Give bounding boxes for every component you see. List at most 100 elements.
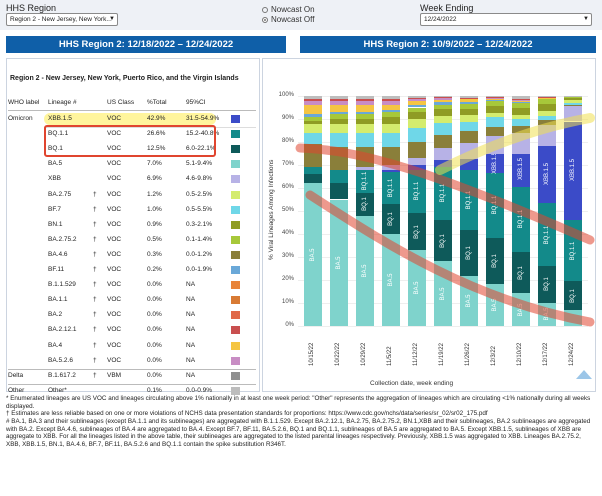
- bar-segment-bf-11: [434, 102, 452, 105]
- bar-segment-bf-11: [382, 109, 400, 113]
- bar-segment-ba-2-75-2: [330, 114, 348, 119]
- unreliable-mark: †: [93, 311, 97, 319]
- percent-total: 0.1%: [147, 386, 162, 394]
- us-class: VOC: [107, 266, 122, 273]
- bar-segment-ba-4: [512, 100, 530, 102]
- triangle-marker-icon: [576, 370, 592, 379]
- confidence-interval: 6.0-22.1%: [186, 145, 216, 153]
- footnote-2: † Estimates are less reliable based on o…: [6, 410, 488, 417]
- bar-segment-ba-5-2-6: [382, 100, 400, 106]
- region-select[interactable]: Region 2 - New Jersey, New York... ▼: [6, 13, 118, 26]
- bar-segment-bq-1-1: BQ.1.1: [408, 169, 426, 214]
- week-select[interactable]: 12/24/2022 ▼: [420, 13, 592, 26]
- bar-segment-bn-1: [538, 104, 556, 111]
- bar-segment-bq-1-1: [304, 167, 322, 175]
- bar-segment-ba-2-12-1: [434, 96, 452, 98]
- bar-segment-bq-1-1: BQ.1.1: [382, 171, 400, 205]
- bar-segment-other: [434, 96, 452, 97]
- color-swatch: [231, 160, 240, 169]
- bar-segment-ba-5-2-6: [408, 98, 426, 101]
- y-tick-label: 30%: [281, 253, 294, 259]
- chevron-down-icon: ▼: [109, 16, 115, 22]
- bar-segment-bf-11: [460, 101, 478, 104]
- bar-segment-bn-1: [356, 119, 374, 124]
- bar-segment-bf-7: [382, 132, 400, 147]
- bar-segment-bq-1: BQ.1: [486, 237, 504, 285]
- bar-segment-bq-1-1: BQ.1.1: [356, 169, 374, 193]
- bar-segment-xbb: [356, 167, 374, 170]
- bar-segment-ba-2-75-2: [460, 104, 478, 109]
- color-swatch: [231, 130, 240, 139]
- bar-segment-bq-1: BQ.1: [512, 251, 530, 294]
- bar-segment-ba-4: [408, 100, 426, 106]
- bar-segment-bf-11: [356, 112, 374, 115]
- us-class: VOC: [107, 311, 122, 319]
- color-swatch: [231, 356, 240, 365]
- lineage-name: BA.4: [48, 341, 63, 349]
- bar-segment-bq-1-1: BQ.1.1: [512, 186, 530, 252]
- bar-segment-bf-7: [408, 128, 426, 142]
- bar-segment-ba-2-75: [330, 123, 348, 133]
- bar-segment-bn-1: [304, 121, 322, 124]
- highlight-box: [44, 125, 216, 157]
- group-divider: [8, 383, 256, 385]
- bar-segment-ba-2-75-2: [356, 114, 374, 119]
- bar-segment-bq-1-1: BQ.1.1: [486, 172, 504, 238]
- bar-segment-other: [304, 96, 322, 100]
- nowcast-on-radio[interactable]: Nowcast On: [262, 5, 315, 14]
- region-select-value: Region 2 - New Jersey, New York...: [10, 16, 112, 23]
- confidence-interval: NA: [186, 326, 196, 334]
- nowcast-off-radio[interactable]: Nowcast Off: [262, 15, 314, 24]
- y-tick-label: 20%: [281, 276, 294, 282]
- x-tick-label: 10/22/22: [335, 342, 341, 366]
- bar-segment-ba-5-2-6: [330, 100, 348, 106]
- unreliable-mark: †: [93, 356, 97, 364]
- bar-segment-ba-2-75: [434, 116, 452, 123]
- group-delta: Delta: [8, 371, 24, 379]
- bar-segment-ba-2-75-2: [564, 96, 582, 98]
- bar-segment-ba-2-75-2: [382, 112, 400, 117]
- col-who: WHO label: [8, 99, 40, 106]
- confidence-interval: 0.0-1.9%: [186, 266, 213, 273]
- bar-segment-bf-11: [512, 101, 530, 103]
- bar-segment-ba-5: BA.5: [304, 183, 322, 326]
- header-divider: [8, 110, 256, 111]
- unreliable-mark: †: [93, 341, 97, 349]
- group-other: Other: [8, 386, 25, 394]
- bar-segment-ba-5: BA.5: [408, 250, 426, 326]
- bar-segment-other: [486, 96, 504, 97]
- color-swatch: [231, 311, 240, 320]
- bar-segment-xbb-1-5: [382, 169, 400, 172]
- week-select-value: 12/24/2022: [424, 16, 457, 23]
- bar-segment-bq-1: BQ.1: [460, 229, 478, 276]
- bar-segment-other: [408, 96, 426, 98]
- bar-segment-bq-1: [330, 183, 348, 200]
- confidence-interval: 31.5-54.9%: [186, 115, 220, 122]
- us-class: VOC: [107, 130, 122, 138]
- y-tick-label: 10%: [281, 299, 294, 305]
- lineage-name: BA.1.1: [48, 296, 68, 304]
- bar-segment-xbb-1-5: XBB.1.5: [512, 154, 530, 187]
- x-tick-label: 12/3/22: [491, 345, 497, 366]
- us-class: VOC: [107, 326, 122, 334]
- x-tick-label: 12/17/22: [543, 342, 549, 366]
- bar-segment-ba-4-6: [460, 131, 478, 143]
- y-tick-label: 60%: [281, 184, 294, 190]
- color-swatch: [231, 281, 240, 290]
- percent-total: 0.0%: [147, 341, 162, 349]
- annotation-overlay: [295, 113, 595, 327]
- confidence-interval: 0.3-2.1%: [186, 220, 213, 228]
- confidence-interval: 0.0-0.9%: [186, 386, 213, 394]
- bar-segment-xbb-1-5: XBB.1.5: [564, 121, 582, 221]
- lineage-name: BA.5.2.6: [48, 356, 73, 364]
- bar-segment-ba-5-2-6: [512, 99, 530, 101]
- confidence-interval: NA: [186, 371, 196, 379]
- bar-segment-bq-1: BQ.1: [564, 281, 582, 310]
- bar-segment-xbb: [408, 158, 426, 165]
- us-class: VOC: [107, 160, 122, 168]
- bar-segment-other: [512, 96, 530, 100]
- radio-selected-icon: [262, 16, 268, 23]
- bar-segment-bn-1: [408, 112, 426, 119]
- x-tick-label: 10/29/22: [361, 342, 367, 366]
- bar-segment-ba-4-6: [512, 126, 530, 134]
